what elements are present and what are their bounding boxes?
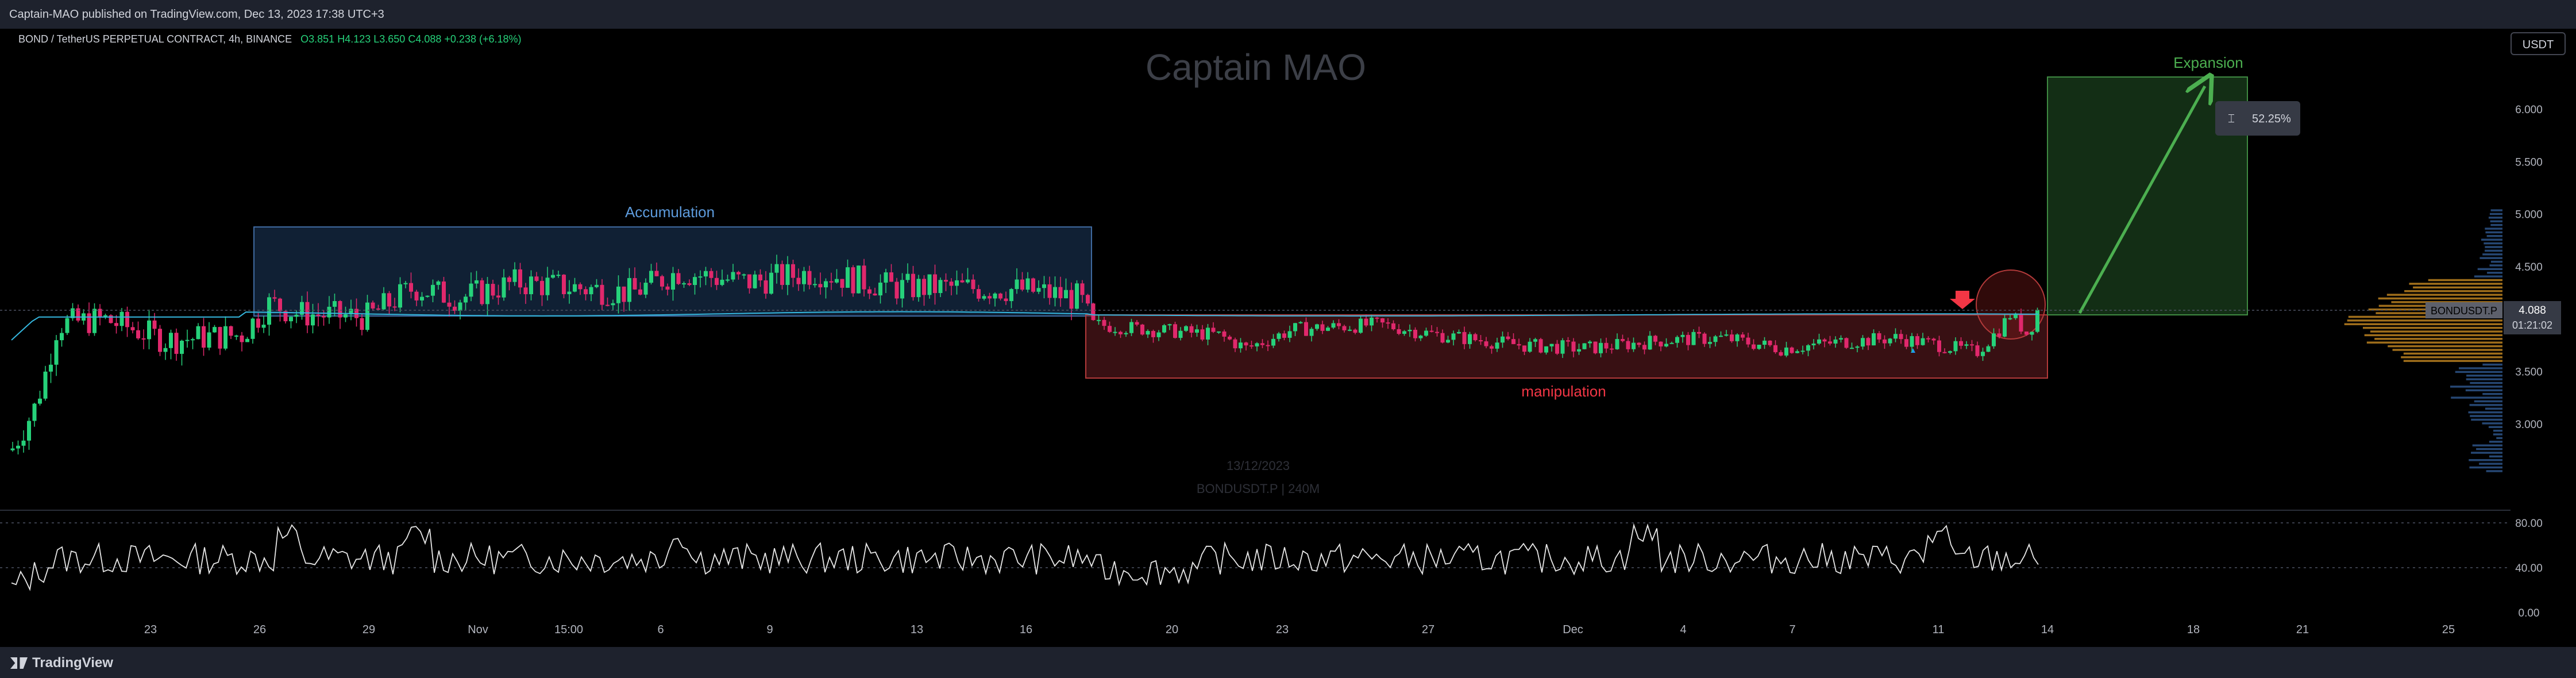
symbol-name: BOND / TetherUS PERPETUAL CONTRACT, 4h, … (18, 33, 292, 45)
watermark-title: Captain MAO (1145, 47, 1367, 88)
tradingview-icon (10, 657, 28, 669)
ohlc-low: L3.650 (373, 33, 406, 45)
ohlc-close: C4.088 (408, 33, 442, 45)
ohlc-change: +0.238 (+6.18%) (444, 33, 522, 45)
chart-area[interactable] (0, 29, 2576, 647)
publish-header: Captain-MAO published on TradingView.com… (0, 0, 2576, 29)
published-text: Captain-MAO published on TradingView.com… (9, 8, 384, 21)
watermark-symbol: BONDUSDT.P | 240M (1196, 481, 1320, 496)
tradingview-text: TradingView (32, 655, 113, 671)
ohlc-open: O3.851 (300, 33, 335, 45)
currency-button[interactable]: USDT (2511, 32, 2566, 55)
watermark-date: 13/12/2023 (1226, 459, 1290, 473)
tradingview-logo[interactable]: TradingView (10, 655, 113, 671)
footer-bar: TradingView (0, 647, 2576, 678)
ohlc-high: H4.123 (337, 33, 371, 45)
symbol-info: BOND / TetherUS PERPETUAL CONTRACT, 4h, … (18, 33, 522, 45)
